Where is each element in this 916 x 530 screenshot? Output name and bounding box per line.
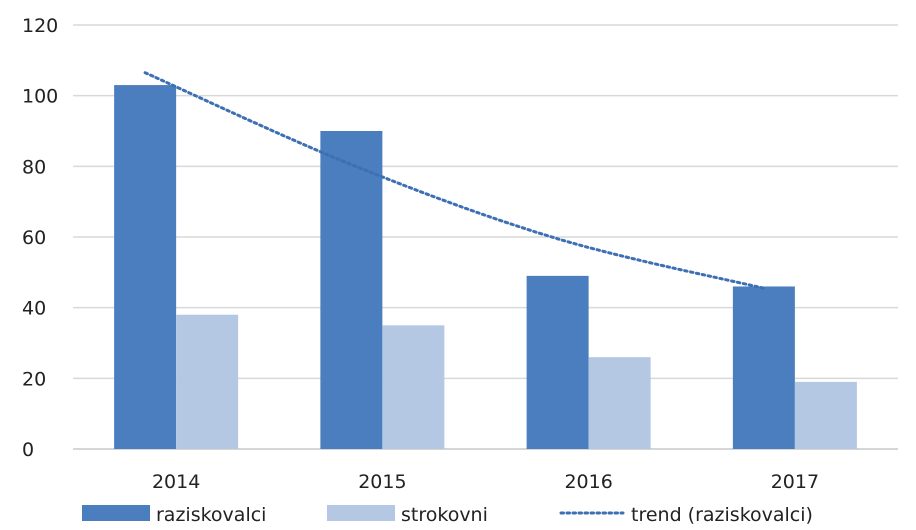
bar-raziskovalci-2016 bbox=[526, 275, 589, 449]
x-tick-label: 2014 bbox=[152, 471, 200, 493]
y-tick-label: 60 bbox=[22, 227, 46, 249]
legend-label: strokovni bbox=[401, 504, 488, 526]
legend-swatch-raziskovalci bbox=[82, 505, 150, 521]
y-tick-label: 120 bbox=[22, 15, 58, 37]
bar-raziskovalci-2015 bbox=[320, 131, 383, 449]
bar-raziskovalci-2014 bbox=[114, 85, 177, 450]
bar-strokovni-2015 bbox=[382, 325, 445, 449]
y-tick-label: 20 bbox=[22, 368, 46, 390]
x-tick-label: 2015 bbox=[358, 471, 406, 493]
y-tick-label: 40 bbox=[22, 298, 46, 320]
bars bbox=[114, 85, 857, 450]
bar-strokovni-2017 bbox=[794, 381, 857, 449]
legend-swatch-strokovni bbox=[327, 505, 395, 521]
y-axis-tick-labels: 0 20 40 60 80 100 120 bbox=[22, 15, 58, 461]
legend-label: raziskovalci bbox=[156, 504, 266, 526]
x-tick-label: 2017 bbox=[771, 471, 819, 493]
legend-label: trend (raziskovalci) bbox=[631, 504, 813, 526]
bar-strokovni-2016 bbox=[588, 357, 651, 449]
y-tick-label: 100 bbox=[22, 86, 58, 108]
bar-strokovni-2014 bbox=[176, 314, 239, 449]
x-axis-tick-labels: 2014 2015 2016 2017 bbox=[152, 471, 819, 493]
trendline bbox=[143, 71, 766, 290]
y-tick-label: 0 bbox=[22, 439, 34, 461]
trendline-group bbox=[143, 71, 766, 290]
y-tick-label: 80 bbox=[22, 156, 46, 178]
legend: raziskovalci strokovni trend (raziskovalci… bbox=[82, 504, 813, 526]
bar-raziskovalci-2017 bbox=[732, 286, 795, 449]
x-tick-label: 2016 bbox=[564, 471, 612, 493]
